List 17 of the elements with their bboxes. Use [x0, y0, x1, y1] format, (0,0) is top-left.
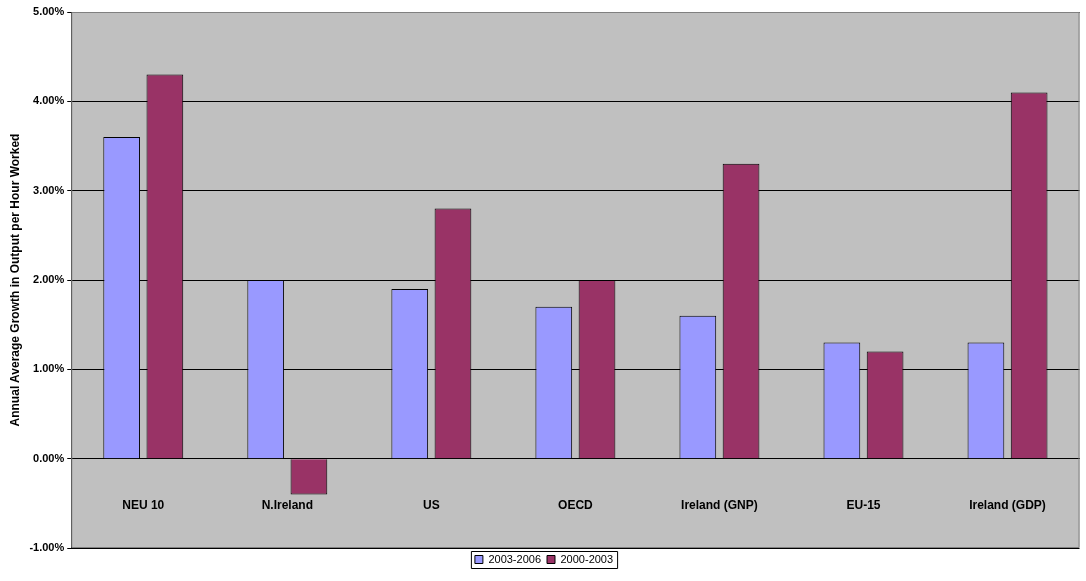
x-tick-label: N.Ireland — [261, 498, 313, 513]
x-tick-label: US — [423, 498, 440, 513]
y-tick-label: 2.00% — [33, 273, 65, 286]
x-tick-label: NEU 10 — [122, 498, 165, 513]
legend-label: 2003-2006 — [488, 552, 541, 565]
y-tick-label: 1.00% — [33, 362, 65, 375]
y-tick-label: 3.00% — [33, 183, 65, 196]
x-tick-label: Ireland (GDP) — [969, 498, 1046, 513]
x-tick-label: OECD — [558, 498, 594, 513]
x-tick-label: Ireland (GNP) — [681, 498, 758, 513]
y-tick-label: 0.00% — [33, 451, 65, 464]
y-tick-label: 4.00% — [33, 94, 65, 107]
y-tick-label: -1.00% — [29, 541, 65, 554]
y-tick-label: 5.00% — [33, 5, 65, 18]
legend-label: 2000-2003 — [560, 552, 614, 565]
x-tick-label: EU-15 — [846, 498, 881, 513]
y-axis-title: Annual Average Growth in Output per Hour Worked — [7, 133, 22, 427]
